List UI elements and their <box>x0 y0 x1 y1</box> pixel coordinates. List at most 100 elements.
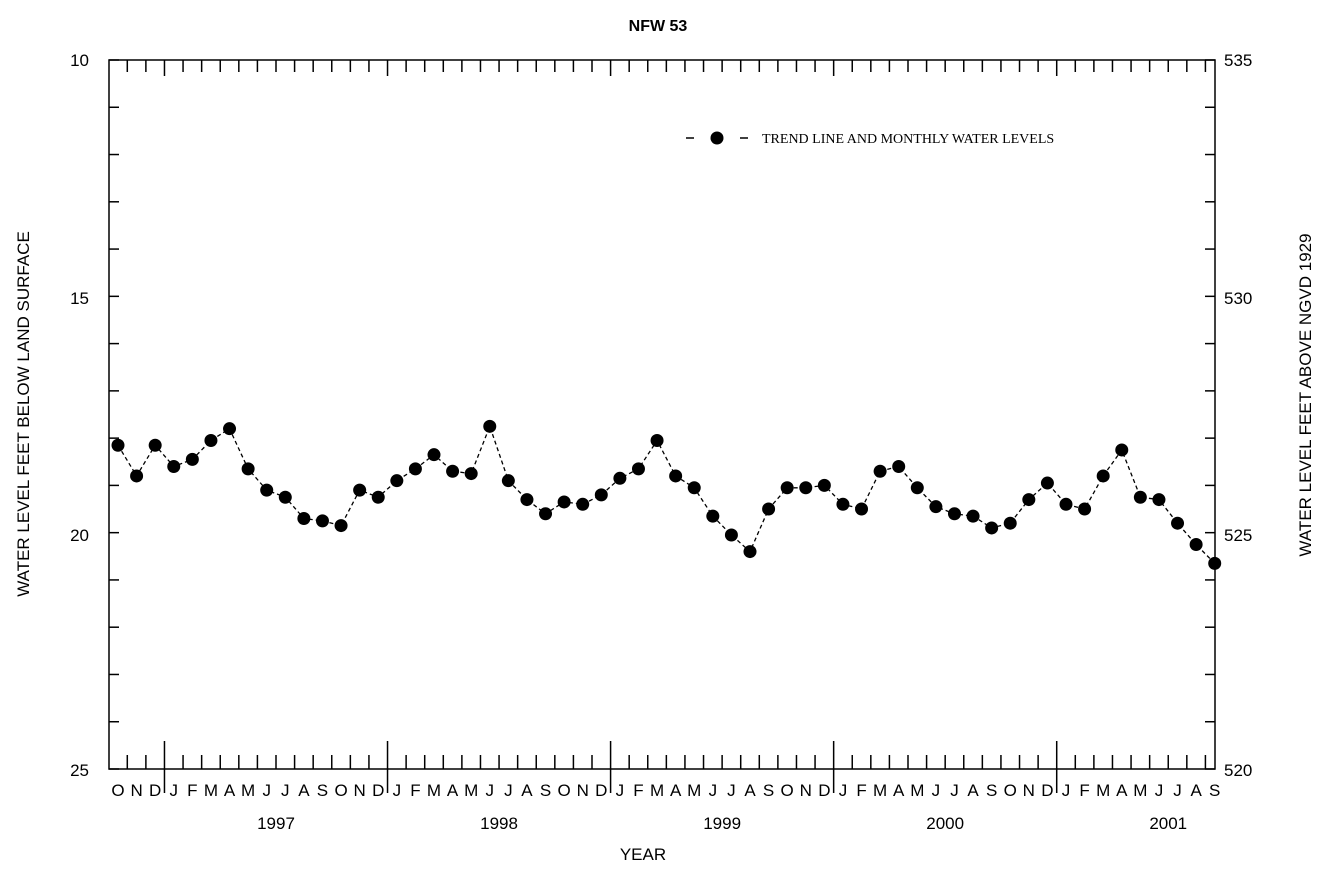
legend-label: TREND LINE AND MONTHLY WATER LEVELS <box>762 132 1054 147</box>
month-label: J <box>616 781 625 800</box>
right-axis-ticks <box>1205 59 1215 770</box>
data-point <box>966 509 980 523</box>
month-label: A <box>224 781 236 800</box>
trend-line <box>117 424 1216 564</box>
month-label: A <box>744 781 756 800</box>
legend-marker <box>710 131 724 145</box>
data-point <box>464 467 478 481</box>
month-label: M <box>873 781 887 800</box>
right-axis-labels: 535 530 525 520 <box>1224 51 1252 780</box>
data-point <box>1133 490 1147 504</box>
month-label: J <box>262 781 271 800</box>
right-tick-label: 530 <box>1224 289 1252 308</box>
left-tick-label: 15 <box>70 289 89 308</box>
data-point <box>947 507 961 521</box>
month-label: J <box>170 781 179 800</box>
data-point <box>1152 493 1166 507</box>
data-point <box>743 545 757 559</box>
left-tick-label: 25 <box>70 761 89 780</box>
data-point <box>836 497 850 511</box>
data-point <box>260 483 274 497</box>
month-label: J <box>393 781 402 800</box>
data-point <box>520 493 534 507</box>
data-point <box>315 514 329 528</box>
month-label: F <box>410 781 420 800</box>
month-label: N <box>130 781 142 800</box>
data-point <box>762 502 776 516</box>
data-point <box>427 448 441 462</box>
data-point <box>1003 516 1017 530</box>
month-label: F <box>633 781 643 800</box>
month-label: N <box>800 781 812 800</box>
data-point <box>334 519 348 533</box>
data-point <box>985 521 999 535</box>
month-label: J <box>281 781 290 800</box>
data-point <box>278 490 292 504</box>
data-point <box>223 422 237 436</box>
month-label: N <box>1023 781 1035 800</box>
data-point <box>817 478 831 492</box>
data-point <box>130 469 144 483</box>
month-label: J <box>839 781 848 800</box>
month-label: A <box>967 781 979 800</box>
month-label: J <box>1173 781 1182 800</box>
data-point <box>799 481 813 495</box>
data-point <box>483 419 497 433</box>
data-point <box>539 507 553 521</box>
month-label: O <box>781 781 794 800</box>
data-point <box>687 481 701 495</box>
year-label: 2000 <box>926 814 964 833</box>
series-layer <box>111 419 1222 570</box>
data-point <box>724 528 738 542</box>
data-point <box>446 464 460 478</box>
month-label: M <box>427 781 441 800</box>
top-axis-ticks <box>126 60 1207 76</box>
data-point <box>1059 497 1073 511</box>
month-label: M <box>241 781 255 800</box>
data-point <box>390 474 404 488</box>
data-point <box>873 464 887 478</box>
month-label: D <box>595 781 607 800</box>
month-label: J <box>727 781 736 800</box>
year-labels: 1997 1998 1999 2000 2001 <box>257 814 1187 833</box>
data-point <box>353 483 367 497</box>
data-point <box>780 481 794 495</box>
data-point <box>371 490 385 504</box>
data-point <box>204 433 218 447</box>
data-point <box>241 462 255 476</box>
month-label: A <box>298 781 310 800</box>
data-point <box>613 471 627 485</box>
month-label: F <box>1079 781 1089 800</box>
data-point <box>910 481 924 495</box>
data-point <box>1171 516 1185 530</box>
legend: TREND LINE AND MONTHLY WATER LEVELS <box>686 131 1054 147</box>
data-point <box>1115 443 1129 457</box>
data-point <box>576 497 590 511</box>
data-point <box>1040 476 1054 490</box>
month-label: J <box>504 781 513 800</box>
month-label: F <box>856 781 866 800</box>
data-point <box>148 438 162 452</box>
left-axis-labels: 10 15 20 25 <box>70 51 89 780</box>
data-point <box>557 495 571 509</box>
data-point <box>501 474 515 488</box>
month-label: D <box>818 781 830 800</box>
month-label: M <box>204 781 218 800</box>
month-label: N <box>577 781 589 800</box>
data-point <box>1096 469 1110 483</box>
month-label: S <box>317 781 328 800</box>
month-label: M <box>1096 781 1110 800</box>
month-label: D <box>372 781 384 800</box>
month-label: O <box>558 781 571 800</box>
month-label: J <box>709 781 718 800</box>
data-point <box>1078 502 1092 516</box>
data-point <box>929 500 943 514</box>
right-tick-label: 535 <box>1224 51 1252 70</box>
year-label: 1999 <box>703 814 741 833</box>
month-label: J <box>1155 781 1164 800</box>
data-point <box>408 462 422 476</box>
x-axis-title: YEAR <box>620 845 666 864</box>
bottom-axis-ticks <box>126 741 1207 793</box>
